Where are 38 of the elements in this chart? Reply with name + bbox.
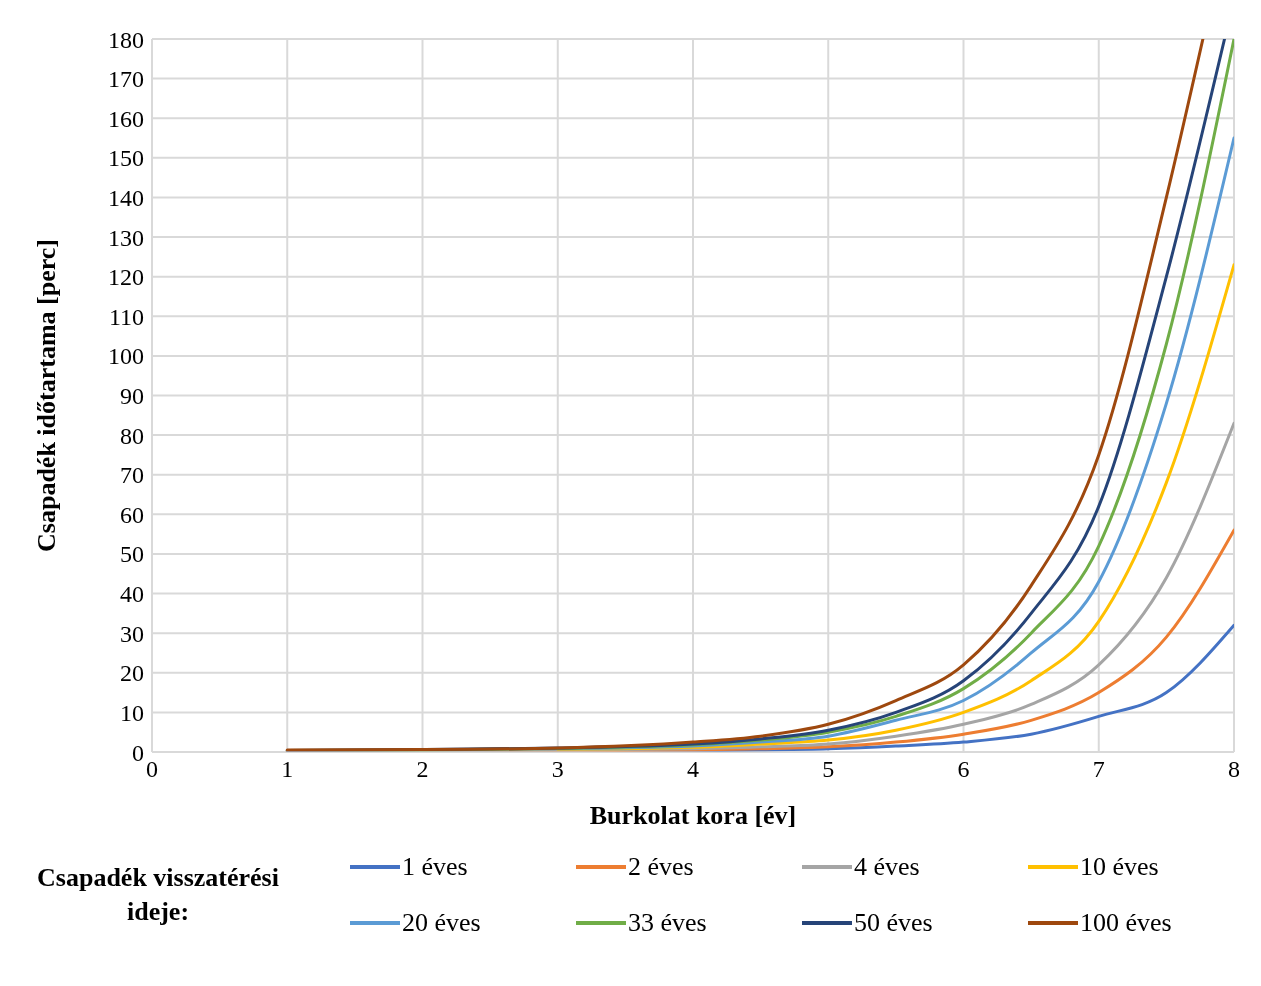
y-tick-label: 130 [108,224,144,251]
y-tick-label: 80 [120,422,144,449]
y-tick-label: 20 [120,660,144,687]
x-tick-label: 2 [416,756,429,783]
y-tick-label: 40 [120,581,144,608]
x-tick-label: 3 [551,756,564,783]
legend-label: 4 éves [854,852,920,882]
y-tick-label: 140 [108,184,144,211]
y-tick-label: 180 [108,26,144,53]
legend-label: 33 éves [628,908,707,938]
x-tick-label: 5 [822,756,835,783]
y-tick-label: 120 [108,264,144,291]
y-tick-label: 100 [108,343,144,370]
y-tick-label: 30 [120,620,144,647]
y-tick-label: 110 [108,303,144,330]
x-tick-label: 1 [281,756,294,783]
x-tick-label: 4 [687,756,699,783]
x-axis-title: Burkolat kora [év] [589,801,797,830]
legend-label: 10 éves [1080,852,1159,882]
y-tick-label: 170 [108,66,144,93]
y-tick-label: 70 [120,462,144,489]
y-tick-label: 10 [120,699,144,726]
x-tick-label: 7 [1092,756,1105,783]
legend-label: 20 éves [402,908,481,938]
legend-label: 50 éves [854,908,933,938]
y-tick-label: 90 [120,383,144,410]
legend-label: 2 éves [628,852,694,882]
legend-title: Csapadék visszatérési ideje: [36,862,280,928]
y-tick-label: 160 [108,105,144,132]
y-tick-label: 50 [120,541,144,568]
x-tick-label: 6 [957,756,970,783]
y-tick-label: 150 [108,145,144,172]
x-tick-label: 8 [1228,756,1240,783]
legend-label: 1 éves [402,852,468,882]
y-tick-label: 0 [132,739,144,766]
y-tick-label: 60 [120,501,144,528]
legend-label: 100 éves [1080,908,1172,938]
y-axis-title: Csapadék időtartama [perc] [32,239,62,552]
